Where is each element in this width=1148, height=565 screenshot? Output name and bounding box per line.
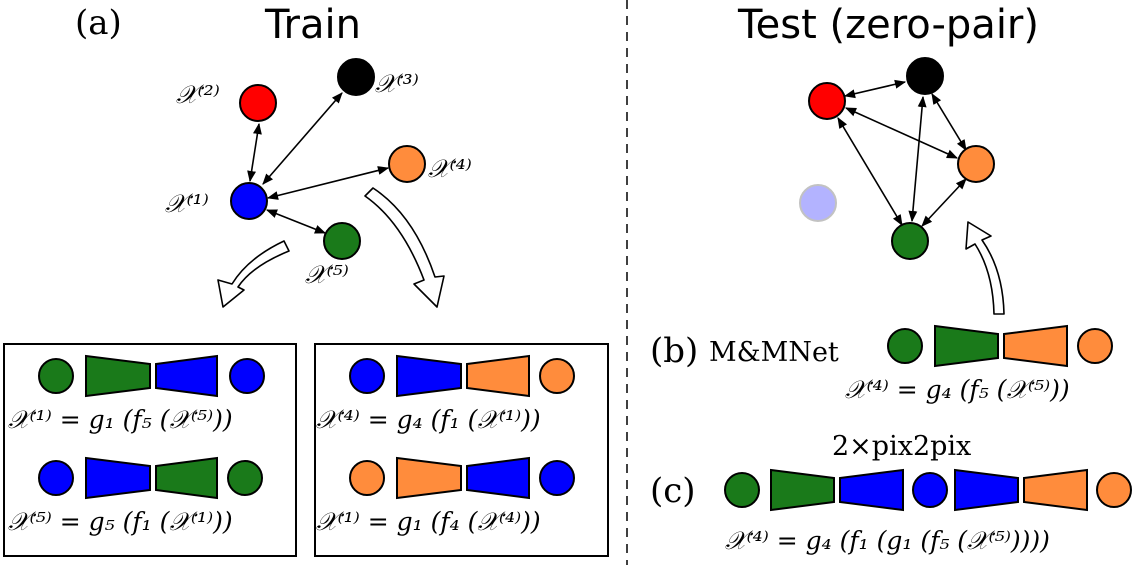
encoder-f5 [770,468,835,512]
equation-box-right-bottom: 𝒳⁽¹⁾ = g₁ (f₄ (𝒳⁽⁴⁾)) [316,507,541,536]
node-x3 [337,58,375,96]
curved-arrow-test [965,221,1005,315]
node-x5-label: 𝒳⁽⁵⁾ [305,260,349,289]
panel-c-equation: 𝒳⁽⁴⁾ = g₄ (f₁ (g₁ (f₅ (𝒳⁽⁵⁾)))) [725,526,1050,555]
edge-x3-x4 [931,93,967,151]
edge-x3-x5 [908,95,927,223]
decoder-g4 [466,354,530,398]
encoder-f4 [396,456,462,500]
edge-x1-x5 [265,209,327,234]
equation-box-left-top: 𝒳⁽¹⁾ = g₁ (f₅ (𝒳⁽⁵⁾)) [8,405,233,434]
panel-a-label: (a) [75,3,122,43]
decoder-g5 [155,456,218,500]
edge-x2-x4 [844,107,959,159]
mmnet-pipeline [887,324,1113,368]
decoder-g1 [466,456,530,500]
node-x3-label: 𝒳⁽³⁾ [375,69,419,98]
pair-input-x1 [38,460,74,496]
curved-arrow-left [217,240,290,308]
equation-box-left-bottom: 𝒳⁽⁵⁾ = g₅ (f₁ (𝒳⁽¹⁾)) [8,507,233,536]
node-x2 [239,84,277,122]
node-x1 [230,182,268,220]
pair-output-x5 [227,460,263,496]
pipeline-output-x4 [1077,328,1113,364]
encoder-f1 [396,354,462,398]
node-x4-label: 𝒳⁽⁴⁾ [428,154,472,183]
decoder-g4 [1003,324,1068,368]
encoder-f1 [85,456,151,500]
edge-x1-x4 [266,166,390,200]
pipeline-input-x5 [887,328,923,364]
test-node-x3 [906,57,944,95]
test-node-x1-faded [799,184,837,222]
pair-input-x1 [349,358,385,394]
pair-input-x5 [38,358,74,394]
pair-x4-to-x1 [349,456,575,500]
panel-b-method: M&MNet [709,337,839,368]
node-x4 [388,145,426,183]
test-title: Test (zero-pair) [737,2,1039,48]
edge-x1-x2 [247,122,262,183]
pix2pix-pipeline [724,468,1132,512]
node-x1-label: 𝒳⁽¹⁾ [165,189,209,218]
train-box-right [314,343,609,557]
panel-b-label: (b) [650,331,698,371]
pipeline-input-x5 [724,472,760,508]
equation-box-right-top: 𝒳⁽⁴⁾ = g₄ (f₁ (𝒳⁽¹⁾)) [316,405,541,434]
node-x5 [323,222,361,260]
curved-arrow-right [364,187,445,308]
encoder-f5 [934,324,999,368]
pair-output-x4 [539,358,575,394]
pipeline-mid-x1 [912,472,948,508]
decoder-g1 [839,468,904,512]
encoder-f1 [954,468,1019,512]
train-title: Train [264,2,361,48]
panel-b-equation: 𝒳⁽⁴⁾ = g₄ (f₅ (𝒳⁽⁵⁾)) [845,375,1070,404]
panel-c-label: (c) [650,471,696,511]
node-x2-label: 𝒳⁽²⁾ [176,80,220,109]
panel-c-method: 2×pix2pix [832,431,971,462]
test-node-x2 [808,82,846,120]
pair-input-x4 [349,460,385,496]
encoder-f5 [85,354,151,398]
edge-x4-x5 [921,178,967,227]
train-graph-edges [247,92,390,234]
train-box-left [3,343,297,557]
test-graph-edges [837,79,967,227]
edge-x2-x3 [843,79,907,99]
test-node-x5 [891,222,929,260]
pair-output-x1 [229,358,265,394]
edge-x2-x5 [837,117,903,226]
pair-x1-to-x4 [349,354,575,398]
pair-x1-to-x5 [38,456,263,500]
pipeline-output-x4 [1096,472,1132,508]
decoder-g4 [1023,468,1088,512]
pair-output-x1 [539,460,575,496]
pair-x5-to-x1 [38,354,265,398]
test-node-x4 [957,145,995,183]
decoder-g1 [155,354,218,398]
